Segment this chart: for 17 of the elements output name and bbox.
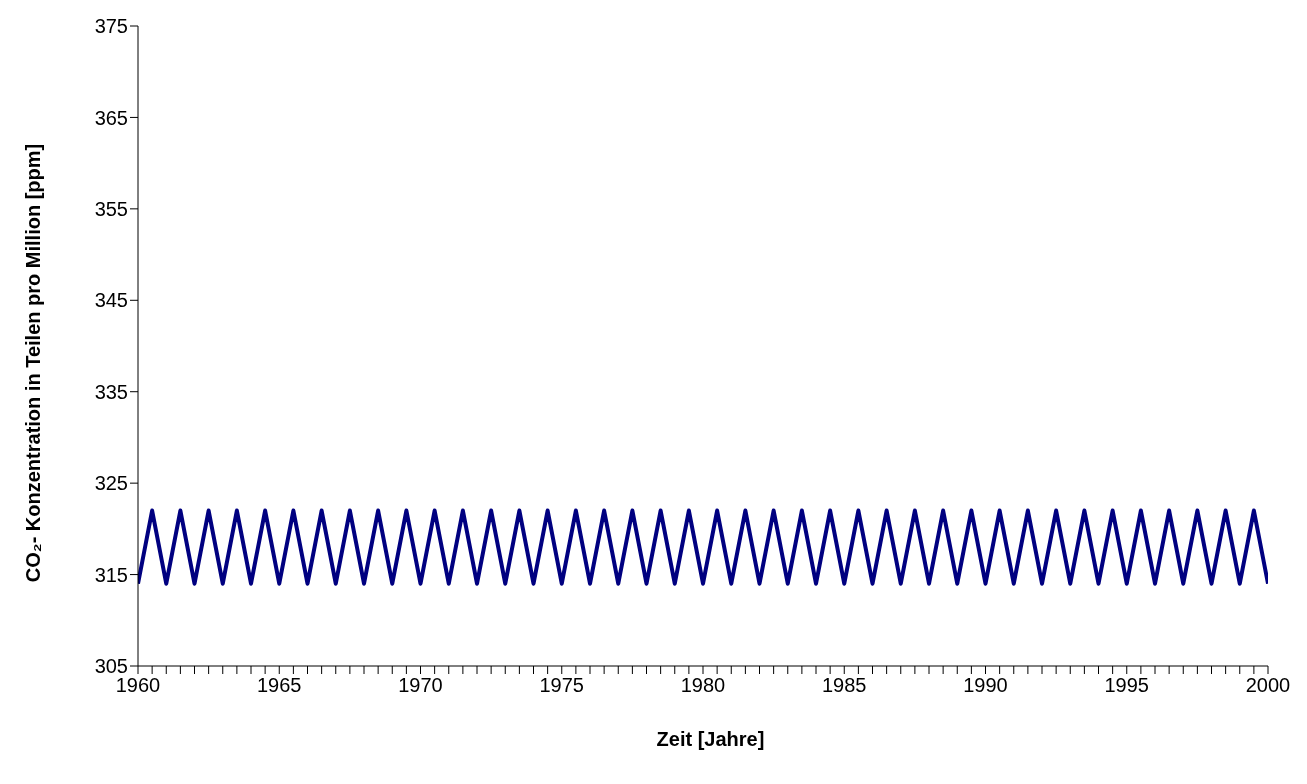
y-tick-label: 375 (94, 15, 128, 38)
y-tick-label: 365 (94, 106, 128, 129)
x-tick-label: 1990 (963, 674, 1008, 697)
y-tick-label: 315 (94, 563, 128, 586)
x-tick-label: 1970 (398, 674, 443, 697)
y-tick-label: 325 (94, 472, 128, 495)
x-tick-label: 1995 (1104, 674, 1149, 697)
x-tick-label: 1985 (822, 674, 867, 697)
x-tick-label: 1975 (539, 674, 584, 697)
x-tick-label: 2000 (1245, 674, 1291, 697)
y-axis-title: CO₂- Konzentration in Teilen pro Million [ppm] (21, 143, 45, 583)
y-tick-label: 345 (94, 289, 128, 312)
x-tick-label: 1980 (680, 674, 726, 697)
x-tick-label: 1965 (257, 674, 302, 697)
y-tick-label: 335 (94, 380, 128, 403)
x-axis-title: Zeit [Jahre] (655, 728, 766, 751)
y-tick-label: 355 (94, 197, 128, 220)
